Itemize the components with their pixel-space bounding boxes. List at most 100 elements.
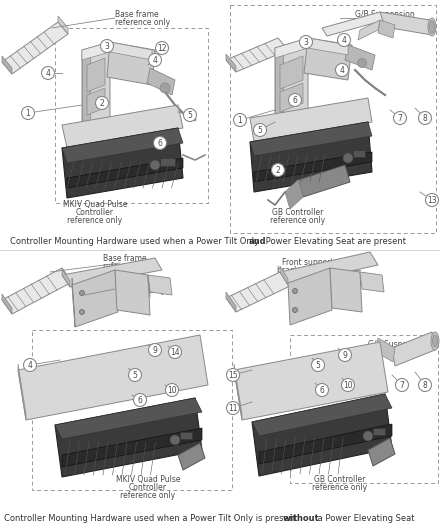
- Polygon shape: [234, 364, 242, 420]
- Polygon shape: [308, 38, 348, 55]
- Circle shape: [133, 394, 147, 406]
- Text: 10: 10: [343, 381, 353, 390]
- Circle shape: [23, 358, 37, 372]
- Circle shape: [315, 384, 329, 396]
- Polygon shape: [148, 275, 172, 295]
- Ellipse shape: [428, 18, 436, 36]
- Text: 7: 7: [398, 114, 403, 123]
- Circle shape: [363, 431, 373, 441]
- Text: 10: 10: [167, 386, 177, 395]
- Polygon shape: [288, 268, 332, 325]
- Text: Controller Mounting Hardware used when a Power Tilt Only: Controller Mounting Hardware used when a…: [10, 237, 262, 246]
- Text: 5: 5: [187, 111, 192, 120]
- Text: 1: 1: [26, 109, 30, 118]
- Text: 15: 15: [228, 371, 238, 380]
- Polygon shape: [368, 438, 395, 466]
- Text: MKIV Quad Pulse: MKIV Quad Pulse: [63, 200, 127, 209]
- Text: reference only: reference only: [121, 491, 176, 500]
- Circle shape: [41, 66, 55, 80]
- Text: Power Elevating Seat are present: Power Elevating Seat are present: [263, 237, 406, 246]
- Text: Base frame: Base frame: [103, 254, 147, 263]
- Polygon shape: [107, 42, 155, 85]
- Circle shape: [357, 58, 367, 67]
- Text: reference only: reference only: [67, 216, 123, 225]
- Ellipse shape: [429, 21, 434, 34]
- Polygon shape: [358, 20, 380, 40]
- Polygon shape: [322, 12, 385, 36]
- Circle shape: [80, 290, 84, 296]
- Polygon shape: [147, 68, 175, 95]
- Polygon shape: [275, 48, 283, 125]
- Circle shape: [170, 435, 180, 445]
- Polygon shape: [62, 428, 202, 467]
- Text: 6: 6: [138, 396, 143, 405]
- Polygon shape: [87, 58, 105, 92]
- Text: 6: 6: [158, 139, 162, 148]
- Circle shape: [253, 123, 267, 136]
- Text: 9: 9: [153, 346, 158, 355]
- Circle shape: [343, 153, 353, 163]
- Text: GB Controller: GB Controller: [272, 208, 324, 217]
- Bar: [353, 150, 365, 157]
- Polygon shape: [226, 38, 288, 72]
- Polygon shape: [280, 252, 378, 285]
- Circle shape: [183, 109, 197, 122]
- Bar: [373, 428, 385, 435]
- Circle shape: [338, 348, 352, 362]
- Text: 13: 13: [427, 196, 437, 205]
- Text: 11: 11: [228, 404, 238, 413]
- Text: Controller Mounting Hardware used when a Power Tilt Only is present: Controller Mounting Hardware used when a…: [4, 514, 300, 523]
- Circle shape: [128, 368, 142, 382]
- Text: 3: 3: [105, 42, 110, 51]
- Circle shape: [160, 83, 170, 93]
- Text: 4: 4: [340, 66, 345, 75]
- Text: bracket ref. only: bracket ref. only: [103, 286, 165, 295]
- Ellipse shape: [431, 332, 439, 350]
- Text: 9: 9: [343, 351, 348, 360]
- Bar: [230, 5, 436, 233]
- Bar: [55, 28, 208, 203]
- Text: MKIV Quad Pulse: MKIV Quad Pulse: [116, 475, 180, 484]
- Polygon shape: [226, 272, 290, 312]
- Polygon shape: [62, 128, 183, 198]
- Circle shape: [165, 384, 179, 396]
- Polygon shape: [275, 38, 308, 125]
- Polygon shape: [2, 268, 72, 314]
- Polygon shape: [298, 165, 350, 197]
- Polygon shape: [226, 54, 236, 72]
- Polygon shape: [250, 122, 372, 192]
- Polygon shape: [275, 38, 308, 58]
- Text: 1: 1: [238, 116, 242, 125]
- Text: G/B Suspension: G/B Suspension: [355, 10, 415, 19]
- Text: arm ref. only: arm ref. only: [355, 18, 403, 27]
- Polygon shape: [226, 292, 236, 312]
- Text: reference only: reference only: [312, 483, 367, 492]
- Circle shape: [293, 288, 297, 294]
- Polygon shape: [380, 12, 432, 35]
- Polygon shape: [330, 268, 362, 312]
- Circle shape: [341, 378, 355, 392]
- Text: Base frame: Base frame: [115, 10, 159, 19]
- Text: 5: 5: [315, 361, 320, 370]
- Polygon shape: [280, 83, 303, 112]
- Text: 5: 5: [132, 371, 137, 380]
- Circle shape: [300, 35, 312, 48]
- Polygon shape: [252, 394, 392, 476]
- Text: 7: 7: [400, 381, 404, 390]
- Circle shape: [169, 346, 181, 358]
- Text: 6: 6: [293, 96, 297, 105]
- Text: 6: 6: [319, 386, 324, 395]
- Polygon shape: [82, 42, 110, 133]
- Polygon shape: [2, 56, 12, 74]
- Polygon shape: [18, 364, 26, 420]
- Polygon shape: [82, 50, 90, 133]
- Text: 4: 4: [153, 56, 158, 65]
- Circle shape: [80, 309, 84, 315]
- Polygon shape: [72, 270, 118, 327]
- Text: Front support: Front support: [103, 278, 154, 287]
- Text: reference only: reference only: [271, 216, 326, 225]
- Polygon shape: [62, 269, 70, 287]
- Text: 4: 4: [28, 361, 33, 370]
- Text: and: and: [249, 237, 267, 246]
- Circle shape: [154, 136, 166, 150]
